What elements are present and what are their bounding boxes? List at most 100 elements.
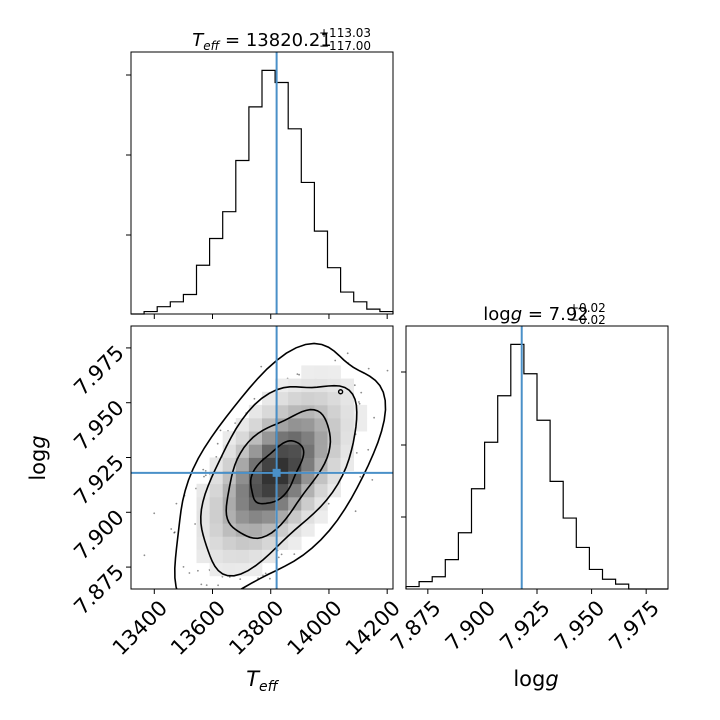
sample-point xyxy=(182,566,185,568)
density-cell xyxy=(314,431,328,445)
density-cell xyxy=(235,457,250,471)
density-cell xyxy=(301,457,315,471)
density-cell xyxy=(262,444,276,458)
density-cell xyxy=(288,391,302,406)
sample-point xyxy=(354,510,357,513)
logg-x-axis-label: logg xyxy=(513,667,558,691)
density-cell xyxy=(301,404,315,419)
density-cell xyxy=(248,510,263,524)
density-cell xyxy=(209,497,223,511)
sample-point xyxy=(240,617,242,619)
density-cell xyxy=(327,365,341,379)
sample-point xyxy=(204,470,207,472)
density-cell xyxy=(314,418,328,432)
density-cell xyxy=(235,431,250,445)
density-cell xyxy=(314,497,328,511)
sample-point xyxy=(228,576,231,578)
sample-point xyxy=(143,554,146,557)
x-tick-label: 13600 xyxy=(166,596,230,660)
density-cell xyxy=(262,549,276,564)
sample-point xyxy=(215,456,218,458)
density-cell xyxy=(275,457,289,471)
sample-point xyxy=(269,577,271,580)
logg-title-upper-error: +0.02 xyxy=(569,301,606,315)
density-cell xyxy=(327,470,341,485)
density-cell xyxy=(288,378,302,393)
density-cell xyxy=(248,418,263,432)
density-cell xyxy=(209,536,223,550)
sample-point xyxy=(197,569,199,572)
density-cell xyxy=(301,365,315,379)
sample-point xyxy=(205,584,208,586)
density-cell xyxy=(340,391,354,406)
logg-histogram-series xyxy=(405,343,668,590)
y-tick-label: 7.900 xyxy=(69,505,128,564)
logg-title-lower-error: −0.02 xyxy=(569,313,606,327)
density-cell xyxy=(301,483,315,498)
x-tick-label: 13800 xyxy=(224,596,288,660)
density-cell xyxy=(248,444,263,458)
density-cell xyxy=(314,510,328,524)
x-tick-label: 7.900 xyxy=(441,596,500,655)
sample-point xyxy=(260,365,263,368)
density-cell xyxy=(209,510,223,524)
sample-point xyxy=(280,553,283,556)
density-cell xyxy=(235,418,250,432)
density-cell xyxy=(209,562,223,577)
sample-point xyxy=(367,448,370,451)
density-cell xyxy=(327,404,341,419)
density-cell xyxy=(301,431,315,445)
sample-point xyxy=(239,578,242,580)
sample-point xyxy=(203,475,205,478)
density-cell xyxy=(301,444,315,458)
teff-title-lower-error: −117.00 xyxy=(319,39,371,53)
logg-histogram-frame xyxy=(405,325,669,590)
density-cell xyxy=(196,510,210,524)
density-cell xyxy=(248,562,263,577)
density-cell xyxy=(275,444,289,458)
teff-histogram-frame xyxy=(130,51,394,315)
density-cell xyxy=(262,457,276,471)
density-cell xyxy=(314,391,328,406)
density-cell xyxy=(222,562,237,577)
density-cell xyxy=(196,549,210,564)
sample-point xyxy=(371,479,374,481)
density-cell xyxy=(235,523,250,537)
sample-point xyxy=(234,422,237,424)
density-cell xyxy=(275,418,289,432)
y-tick-label: 7.975 xyxy=(69,341,128,400)
sample-point xyxy=(202,468,205,471)
density-cell xyxy=(327,444,341,458)
density-cell xyxy=(209,549,223,564)
sample-point xyxy=(296,373,299,375)
sample-point xyxy=(175,502,178,505)
teff-title-upper-error: +113.03 xyxy=(319,26,371,40)
density-cell xyxy=(327,391,341,406)
density-cell xyxy=(209,483,223,498)
sample-point xyxy=(170,528,173,530)
teff-x-axis-label: Teff xyxy=(246,667,279,695)
density-cell xyxy=(288,483,302,498)
density-cell xyxy=(301,497,315,511)
sample-point xyxy=(173,531,176,534)
density-cell xyxy=(235,497,250,511)
sample-point xyxy=(173,531,176,533)
density-cell xyxy=(275,404,289,419)
density-cell xyxy=(314,457,328,471)
x-tick-label: 14000 xyxy=(283,596,347,660)
density-cell xyxy=(301,510,315,524)
density-cell xyxy=(248,404,263,419)
density-cell xyxy=(288,404,302,419)
sample-point xyxy=(260,594,262,596)
contour-level xyxy=(249,440,305,505)
sample-point xyxy=(334,359,337,362)
density-cell xyxy=(301,523,315,537)
density-cell xyxy=(248,549,263,564)
density-cell xyxy=(222,457,237,471)
density-cell xyxy=(248,457,263,471)
density-cell xyxy=(288,536,302,550)
sample-point xyxy=(346,352,349,355)
sample-point xyxy=(188,572,191,574)
